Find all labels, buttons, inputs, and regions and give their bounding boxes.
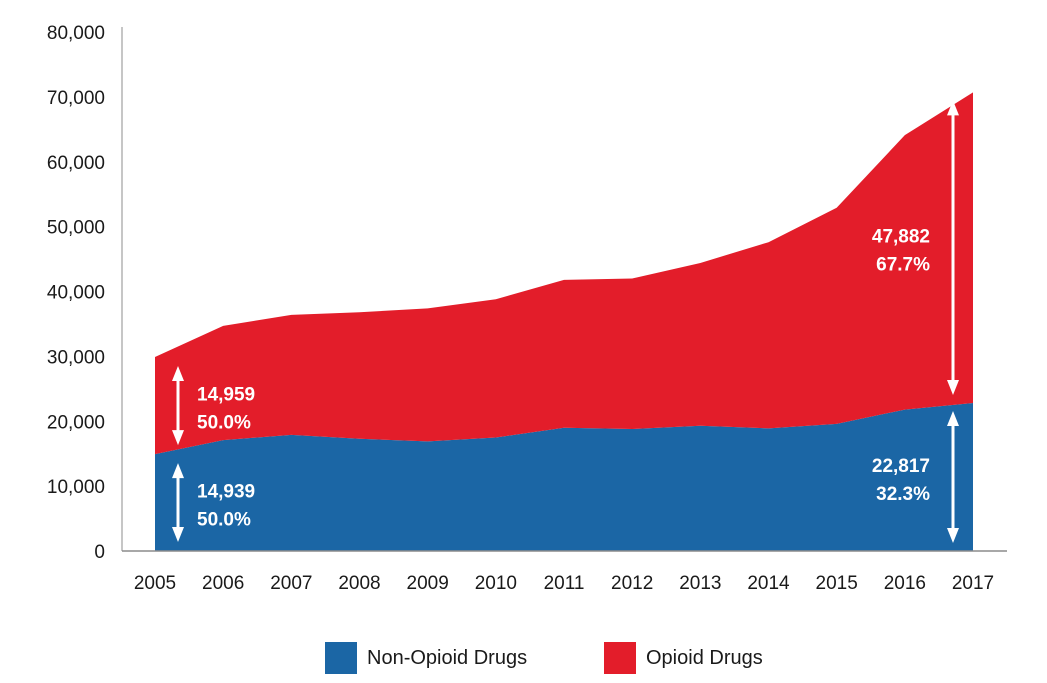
tick-labels-layer: 0 10,000 20,000 30,000 40,000 50,000 60,000 70,… [47,23,994,594]
axes-layer [121,27,1007,552]
y-tick-label: 60,000 [47,153,105,174]
arrow-head-down [947,379,959,395]
x-tick-label: 2007 [270,573,312,594]
x-tick-label: 2014 [747,573,790,594]
y-tick-label: 10,000 [47,477,105,498]
x-tick-label: 2012 [611,573,653,594]
arrow-head-down [172,430,184,446]
areas-layer [155,92,973,551]
annotation-value: 47,882 [872,227,930,248]
legend-item-opioid: Opioid Drugs [604,638,763,678]
x-tick-label: 2016 [884,573,926,594]
y-tick-label: 40,000 [47,283,105,304]
legend-item-non-opioid: Non-Opioid Drugs [325,638,527,678]
x-tick-label: 2008 [338,573,380,594]
arrow-non-opioid-drugs-2005 [172,463,184,542]
x-tick-label: 2010 [475,573,517,594]
annotation-value: 22,817 [872,456,930,477]
arrow-head-up [172,366,184,382]
y-tick-label: 70,000 [47,88,105,109]
annotation-percent: 67.7% [876,255,930,276]
area-opioid-drugs [155,92,973,455]
arrow-opioid-drugs-2017 [947,100,959,395]
annotation-value: 14,939 [197,482,255,503]
arrow-head-up [172,463,184,479]
arrow-head-up [947,100,959,116]
legend-label-opioid: Opioid Drugs [646,646,763,669]
arrow-head-down [172,527,184,542]
x-tick-label: 2005 [134,573,176,594]
area-non-opioid-drugs [155,402,973,551]
y-tick-label: 80,000 [47,23,105,44]
legend-swatch-opioid [604,642,636,674]
y-tick-label: 20,000 [47,412,105,433]
y-tick-label: 30,000 [47,347,105,368]
annotation-percent: 50.0% [197,510,251,531]
arrow-opioid-drugs-2005 [172,366,184,446]
arrow-head-up [947,410,959,426]
x-tick-label: 2011 [544,573,585,594]
annotation-value: 14,959 [197,385,255,406]
x-tick-label: 2006 [202,573,244,594]
x-tick-label: 2009 [407,573,449,594]
annotation-percent: 32.3% [876,484,930,505]
x-tick-label: 2013 [679,573,721,594]
legend-swatch-non-opioid [325,642,357,674]
arrow-non-opioid-drugs-2017 [947,410,959,543]
x-tick-label: 2017 [952,573,994,594]
legend-label-non-opioid: Non-Opioid Drugs [367,646,528,669]
legend: Non-Opioid Drugs Opioid Drugs [0,638,1047,678]
annotations-layer: 14,959 50.0% 14,939 50.0% 47,882 67.7% 22,817 3… [172,100,959,543]
x-tick-label: 2015 [816,573,858,594]
stacked-area-chart: 0 10,000 20,000 30,000 40,000 50,000 60,000 70,… [47,23,1007,594]
y-tick-label: 50,000 [47,218,105,239]
annotation-percent: 50.0% [197,413,251,434]
arrow-head-down [947,528,959,543]
y-tick-label: 0 [94,542,105,563]
